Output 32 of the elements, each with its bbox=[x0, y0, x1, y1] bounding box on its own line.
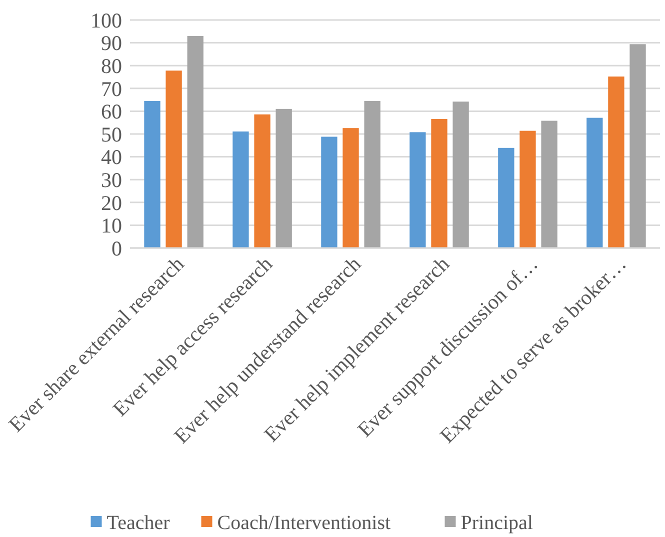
bar bbox=[541, 120, 558, 248]
bar bbox=[232, 131, 249, 248]
y-tick-label: 20 bbox=[101, 190, 122, 215]
bar bbox=[342, 128, 359, 248]
y-tick-label: 10 bbox=[101, 214, 122, 238]
bar bbox=[364, 100, 380, 248]
bar bbox=[187, 36, 204, 248]
y-tick-label: 90 bbox=[101, 31, 122, 56]
legend-label: Teacher bbox=[106, 512, 170, 534]
bar bbox=[166, 70, 182, 248]
bar bbox=[276, 108, 292, 248]
y-tick-label: 100 bbox=[90, 8, 122, 32]
y-tick-label: 60 bbox=[101, 100, 122, 124]
legend-label: Principal bbox=[460, 512, 534, 534]
y-tick-label: 70 bbox=[101, 76, 122, 101]
y-tick-label: 80 bbox=[101, 54, 122, 78]
y-tick-label: 50 bbox=[101, 122, 122, 146]
bar bbox=[321, 136, 338, 248]
y-tick-label: 40 bbox=[101, 145, 122, 170]
bar bbox=[254, 114, 270, 248]
legend-label: Coach/Interventionist bbox=[217, 512, 391, 534]
y-tick-label: 0 bbox=[112, 236, 122, 260]
bar bbox=[520, 130, 536, 248]
y-tick-label: 30 bbox=[101, 168, 122, 192]
bar bbox=[608, 76, 624, 248]
bar bbox=[586, 118, 603, 248]
bar bbox=[144, 100, 160, 248]
bar bbox=[630, 44, 646, 248]
bar bbox=[452, 102, 469, 248]
bar bbox=[498, 148, 514, 248]
bar bbox=[431, 118, 448, 248]
bar bbox=[410, 132, 426, 248]
